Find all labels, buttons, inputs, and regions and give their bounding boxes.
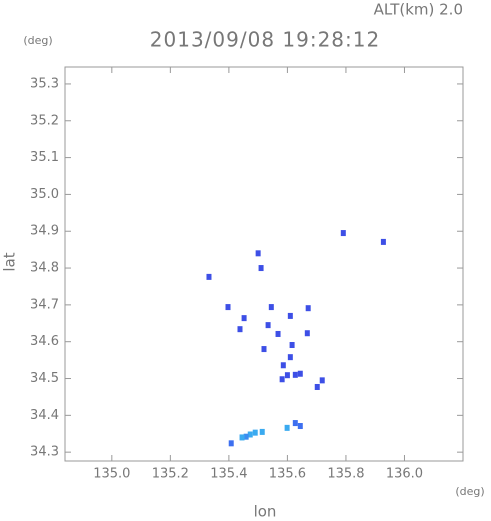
echo-point <box>265 322 271 329</box>
x-axis-label: lon <box>254 503 277 521</box>
altitude: ALT(km) 2.0 <box>374 1 463 19</box>
echo-point <box>261 346 267 353</box>
y-tick-label: 34.4 <box>30 408 59 423</box>
x-unit: (deg) <box>455 485 484 498</box>
echo-point <box>304 330 310 337</box>
echo-point <box>340 230 346 237</box>
echo-point <box>225 304 231 311</box>
x-tick-label: 135.8 <box>327 467 364 482</box>
echo-point <box>279 376 285 383</box>
echo-point <box>247 431 253 438</box>
y-tick-label: 34.5 <box>30 371 59 386</box>
echo-point <box>259 428 265 435</box>
y-tick-label: 35.0 <box>30 187 59 202</box>
y-tick-label: 34.9 <box>30 224 59 239</box>
y-tick-label: 35.3 <box>30 76 59 91</box>
x-tick-label: 135.0 <box>93 467 130 482</box>
echo-point <box>206 273 212 280</box>
echo-point <box>297 370 303 377</box>
x-tick-label: 135.4 <box>210 467 247 482</box>
echo-point <box>380 238 386 245</box>
echo-point <box>280 362 286 369</box>
echo-point <box>275 330 281 337</box>
x-tick-label: 135.2 <box>152 467 189 482</box>
echo-point <box>287 354 293 361</box>
echo-point <box>243 433 249 440</box>
y-tick-label: 34.3 <box>30 445 59 460</box>
echo-point <box>239 434 245 441</box>
echo-point <box>255 250 261 257</box>
echo-point <box>292 420 298 427</box>
chart-title: 2013/09/08 19:28:12 <box>150 28 380 52</box>
echo-point <box>268 304 274 311</box>
echo-point <box>284 424 290 431</box>
echo-point <box>228 440 234 447</box>
y-tick-label: 35.1 <box>30 150 59 165</box>
echo-point <box>258 265 264 272</box>
x-tick-label: 136.0 <box>386 467 423 482</box>
y-tick-label: 34.8 <box>30 261 59 276</box>
y-unit: (deg) <box>23 34 52 47</box>
echo-point <box>314 383 320 390</box>
plot-frame <box>64 66 464 462</box>
echo-point <box>252 429 258 436</box>
echo-point <box>289 342 295 349</box>
x-tick-label: 135.6 <box>269 467 306 482</box>
echo-point <box>319 377 325 384</box>
echo-point <box>297 423 303 430</box>
y-tick-label: 34.7 <box>30 297 59 312</box>
echo-point <box>284 372 290 379</box>
echo-point <box>305 305 311 312</box>
echo-point <box>237 326 243 333</box>
echo-point <box>241 315 247 322</box>
echo-point <box>287 312 293 319</box>
echo-point <box>292 371 298 378</box>
y-tick-label: 34.6 <box>30 334 59 349</box>
y-tick-label: 35.2 <box>30 113 59 128</box>
y-axis-label: lat <box>1 252 19 271</box>
